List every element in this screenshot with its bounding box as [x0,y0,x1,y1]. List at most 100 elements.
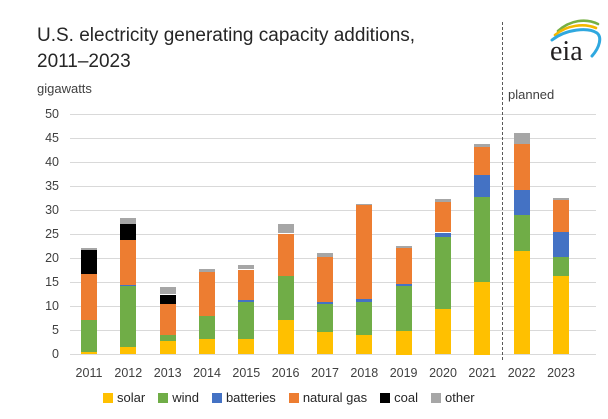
bar-segment-solar-2021 [474,282,491,355]
bar-segment-wind-2018 [356,301,373,335]
x-axis-label-2022: 2022 [507,366,536,380]
bar-segment-batteries-2023 [553,232,569,257]
bar-segment-wind-2020 [435,237,451,309]
gridline [70,234,596,235]
bar-segment-natural-gas-2023 [553,200,569,233]
bar-segment-other-2018 [356,203,373,206]
legend-marker-other-icon [431,392,441,403]
legend-marker-batteries-icon [211,392,222,403]
bar-segment-natural-gas-2014 [199,272,215,316]
bar-segment-natural-gas-2013 [159,303,176,336]
bar-segment-solar-2016 [277,319,294,355]
y-axis-tick-label: 10 [45,298,59,313]
y-axis-tick-label: 30 [45,202,59,217]
x-axis-label-2013: 2013 [153,366,182,380]
bar-segment-other-2023 [553,198,569,201]
bar-segment-coal-2013 [159,294,176,304]
bar-segment-other-2019 [395,246,412,248]
bar-segment-solar-2012 [120,347,137,355]
bar-segment-solar-2017 [317,332,333,355]
legend-item-batteries: batteries [211,390,276,405]
planned-divider-line [502,22,503,360]
legend-label: natural gas [302,390,368,405]
gridline [70,114,596,115]
y-axis-tick-label: 5 [52,322,59,337]
x-axis-label-2012: 2012 [114,366,143,380]
bar-segment-batteries-2017 [317,301,333,305]
legend-item-coal: coal [380,390,418,405]
gridline [70,306,596,307]
bar-segment-wind-2017 [317,304,333,333]
eia-logo-green-swoosh-icon [556,19,600,33]
bar-segment-other-2021 [474,143,491,147]
legend-marker-wind-icon [158,392,169,403]
bar-segment-wind-2014 [199,315,215,340]
x-axis-label-2020: 2020 [429,366,457,380]
x-axis-label-2023: 2023 [547,366,575,380]
y-axis-tick-label: 35 [45,178,59,193]
bar-segment-other-2011 [81,247,97,251]
legend-label: other [445,390,475,405]
bar-segment-natural-gas-2012 [120,240,137,285]
y-axis-tick-label: 0 [52,346,59,361]
x-axis-label-2014: 2014 [193,366,221,380]
legend-label: wind [172,390,199,405]
x-axis-label-2018: 2018 [350,366,379,380]
x-axis-label-2015: 2015 [232,366,261,380]
gridline [70,282,596,283]
legend-item-solar: solar [103,390,145,405]
gridline [70,210,596,211]
y-axis-tick-label: 45 [45,130,59,145]
gridline [70,138,596,139]
chart-title-line2: 2011–2023 [37,51,131,72]
bar-segment-other-2022 [513,132,530,145]
bar-segment-natural-gas-2016 [277,233,294,276]
eia-logo-graphic: eia [550,19,602,67]
eia-logo: eia [538,16,604,67]
legend-label: batteries [225,390,276,405]
bar-segment-other-2015 [238,265,255,270]
bar-segment-batteries-2022 [513,190,530,215]
bar-segment-solar-2013 [159,341,176,355]
legend-marker-solar-icon [103,392,113,403]
y-axis-tick-label: 15 [45,274,59,289]
bar-segment-solar-2022 [513,251,530,355]
bar-segment-solar-2018 [356,334,373,355]
bar-segment-wind-2012 [120,285,137,348]
legend-label: solar [117,390,146,405]
chart-title-line1: U.S. electricity generating capacity add… [37,25,416,46]
bar-segment-solar-2019 [395,331,412,355]
legend: solar wind batteries natural gas coal other [103,390,475,405]
eia-logo-blue-swoosh-icon [550,28,602,58]
bar-segment-natural-gas-2021 [474,146,491,175]
gridline [70,258,596,259]
bar-segment-solar-2023 [553,276,569,355]
bar-segment-natural-gas-2022 [513,144,530,191]
bar-segment-batteries-2018 [356,299,373,302]
bar-segment-other-2014 [199,269,215,273]
gridline [70,330,596,331]
bar-segment-wind-2016 [277,275,294,320]
legend-item-other: other [431,390,475,405]
x-axis-label-2021: 2021 [468,366,497,380]
bar-segment-other-2012 [120,217,137,225]
bar-segment-batteries-2019 [395,284,412,287]
legend-label: coal [394,390,418,405]
legend-marker-coal-icon [380,392,391,403]
bar-segment-wind-2011 [81,319,97,352]
eia-logo-text: eia [550,36,583,66]
bar-segment-wind-2022 [513,214,530,252]
bar-segment-batteries-2020 [435,232,451,238]
bar-segment-batteries-2015 [238,300,255,302]
bar-segment-coal-2011 [81,250,97,274]
chart-title: U.S. electricity generating capacity add… [37,23,415,75]
y-axis-units-label: gigawatts [37,81,92,96]
y-axis-tick-label: 25 [45,226,59,241]
bar-segment-batteries-2021 [474,175,491,198]
bar-segment-natural-gas-2020 [435,202,451,233]
legend-item-wind: wind [158,390,199,405]
bar-segment-wind-2019 [395,286,412,331]
x-axis-label-2017: 2017 [311,366,339,380]
planned-label: planned [508,87,555,102]
